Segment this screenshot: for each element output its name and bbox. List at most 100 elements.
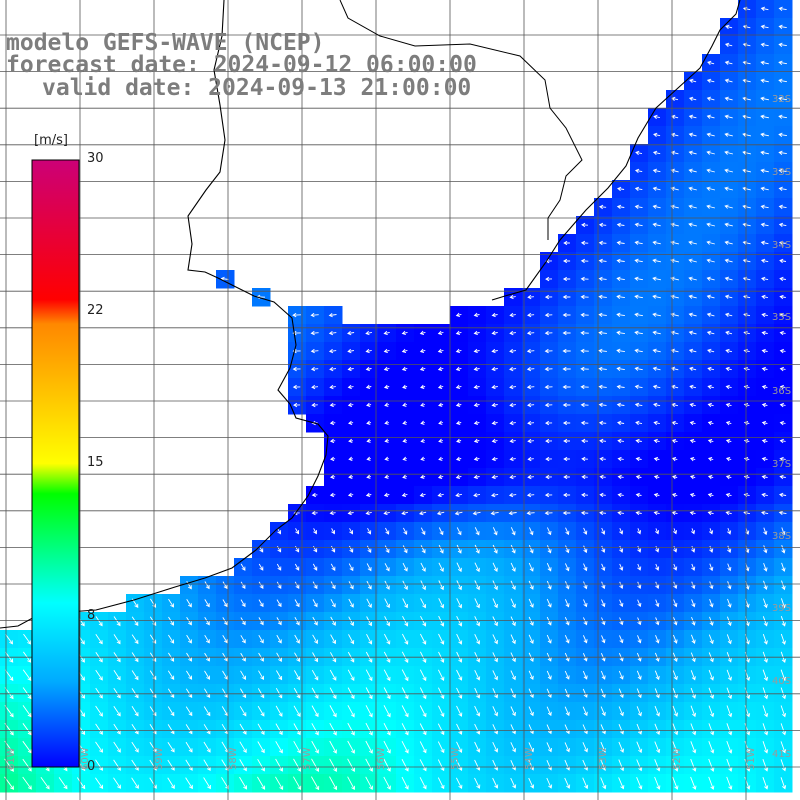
wind-arrow (383, 776, 391, 790)
wind-arrow (726, 740, 733, 754)
wind-arrow (616, 402, 625, 408)
wind-arrow (635, 510, 642, 516)
wind-arrow (95, 759, 103, 771)
wind-arrow (204, 688, 211, 699)
wind-arrow (185, 777, 193, 790)
wind-arrow (546, 688, 552, 698)
wind-arrow (562, 312, 571, 318)
wind-arrow (419, 759, 427, 772)
wind-arrow (598, 384, 607, 390)
wind-arrow (742, 204, 751, 209)
wind-arrow (655, 617, 660, 626)
wind-arrow (634, 204, 643, 210)
wind-arrow (366, 456, 371, 461)
wind-arrow (760, 204, 769, 209)
wind-arrow (383, 705, 391, 718)
wind-arrow (779, 276, 786, 282)
wind-arrow (491, 492, 499, 498)
wind-arrow (724, 204, 733, 209)
wind-arrow (401, 776, 409, 790)
wind-arrow (311, 402, 318, 408)
wind-arrow (240, 599, 246, 608)
wind-arrow (671, 456, 678, 462)
wind-arrow (366, 598, 372, 608)
wind-arrow (222, 599, 228, 608)
wind-arrow (419, 330, 426, 336)
wind-arrow (528, 777, 535, 789)
lon-label: 61W (6, 747, 17, 770)
wind-arrow (545, 438, 553, 444)
wind-arrow (330, 634, 337, 645)
wind-arrow (688, 222, 698, 227)
wind-arrow (709, 563, 714, 572)
wind-arrow (654, 723, 661, 736)
wind-arrow (239, 759, 247, 772)
wind-arrow (185, 706, 193, 717)
wind-arrow (727, 527, 732, 535)
wind-arrow (258, 670, 265, 681)
wind-arrow (167, 741, 175, 753)
wind-arrow (779, 438, 786, 444)
wind-arrow (580, 312, 589, 318)
wind-arrow (636, 688, 642, 699)
wind-arrow (186, 581, 192, 590)
wind-arrow (167, 706, 175, 717)
wind-arrow (583, 599, 588, 608)
wind-arrow (598, 240, 607, 246)
wind-arrow (149, 616, 157, 626)
wind-arrow (365, 384, 372, 390)
wind-arrow (564, 617, 570, 626)
wind-arrow (455, 402, 462, 408)
wind-arrow (688, 114, 697, 119)
wind-arrow (598, 312, 607, 318)
wind-arrow (725, 366, 732, 372)
wind-arrow (167, 670, 175, 680)
wind-arrow (688, 132, 697, 137)
wind-arrow (673, 581, 678, 590)
wind-arrow (366, 633, 373, 645)
wind-arrow (564, 581, 570, 590)
wind-arrow (185, 759, 193, 771)
wind-arrow (347, 740, 355, 754)
wind-arrow (222, 581, 228, 590)
wind-arrow (709, 528, 714, 535)
wind-arrow (492, 759, 499, 771)
lat-label: 35S (772, 312, 792, 323)
wind-arrow (528, 724, 534, 735)
wind-arrow (671, 474, 678, 480)
wind-arrow (528, 742, 534, 753)
wind-arrow (186, 599, 192, 608)
wind-arrow (670, 294, 679, 299)
wind-arrow (654, 776, 661, 790)
wind-arrow (329, 687, 337, 700)
wind-arrow (509, 384, 517, 390)
wind-arrow (708, 669, 714, 681)
wind-arrow (510, 724, 516, 735)
wind-arrow (706, 330, 715, 336)
wind-arrow (509, 366, 517, 372)
wind-arrow (510, 742, 516, 753)
wind-arrow (780, 687, 787, 700)
wind-arrow (419, 777, 427, 790)
wind-arrow (474, 580, 480, 591)
wind-arrow (672, 670, 678, 681)
wind-arrow (365, 510, 372, 516)
wind-arrow (600, 670, 606, 680)
wind-arrow (763, 545, 768, 554)
wind-arrow (509, 438, 516, 444)
wind-arrow (385, 527, 390, 535)
wind-arrow (707, 60, 715, 66)
wind-arrow (509, 348, 517, 354)
wind-arrow (598, 294, 607, 300)
wind-arrow (402, 384, 408, 390)
wind-arrow (688, 312, 697, 317)
wind-arrow (349, 528, 354, 535)
wind-arrow (779, 402, 786, 408)
wind-arrow (473, 330, 480, 336)
wind-arrow (670, 168, 679, 173)
wind-arrow (724, 150, 734, 155)
wind-arrow (510, 598, 516, 609)
wind-arrow (580, 366, 589, 372)
wind-arrow (293, 705, 301, 717)
